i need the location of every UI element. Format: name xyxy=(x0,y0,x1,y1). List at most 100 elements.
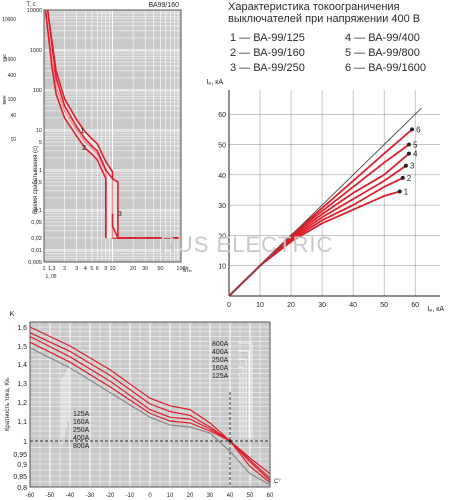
y-tick-label-left: 10 xyxy=(10,137,16,143)
x-tick-label: 3 xyxy=(75,266,78,272)
y-tick-label: 50 xyxy=(218,143,226,150)
y-tick-label: 0,9 xyxy=(17,462,27,469)
curve-upper-series-2 xyxy=(46,9,181,239)
y-unit-hours: час xyxy=(2,54,8,62)
y-axis-corner: T, c xyxy=(26,2,35,8)
legend-bottom-label: 250A xyxy=(73,427,90,434)
x-tick-label: 0 xyxy=(227,302,231,309)
x-tick-label: 0 xyxy=(148,493,152,499)
y-tick-label: 0,85 xyxy=(13,474,27,481)
y-tick-label: 1000 xyxy=(30,48,42,54)
x-tick-label: 60 xyxy=(267,493,274,499)
curve-label-1: 1 xyxy=(80,128,84,135)
end-marker-6 xyxy=(410,127,415,132)
curve-label-3: 3 xyxy=(410,162,415,171)
crossing-point xyxy=(228,439,232,443)
x-tick-label: 8 xyxy=(104,266,107,272)
legend-top-label: 250A xyxy=(212,357,229,364)
end-marker-4 xyxy=(406,151,411,156)
curve-label-6: 6 xyxy=(416,125,421,134)
end-marker-1 xyxy=(397,189,402,194)
y-axis-corner: K xyxy=(10,311,15,318)
y-axis-label: Время срабатывания (с) xyxy=(33,146,39,214)
y-tick-label: 0,05 xyxy=(31,220,42,226)
y-tick-label: 10 xyxy=(218,264,226,271)
x-tick-label: 5 xyxy=(90,266,93,272)
y-tick-label-left: 40 xyxy=(10,113,16,119)
y-tick-label: 0,01 xyxy=(31,248,42,254)
curve-label-5: 5 xyxy=(413,141,418,150)
y-tick-label: 1,3 xyxy=(17,381,27,388)
x-tick-label: 10 xyxy=(167,493,174,499)
x-tick-label: 50 xyxy=(157,266,163,272)
curve-label-2: 2 xyxy=(407,174,412,183)
y-tick-label: 1,4 xyxy=(17,362,27,369)
y-tick-label: 0,8 xyxy=(17,485,27,492)
curve-label-1: 1 xyxy=(404,187,409,196)
curve-series-400A xyxy=(29,341,271,484)
y-tick-label: 30 xyxy=(218,203,226,210)
x-tick-label: 2 xyxy=(63,266,66,272)
curve-label-3: 3 xyxy=(118,211,122,218)
x-tick-label: 40 xyxy=(227,493,234,499)
y-tick-label-left: 10000 xyxy=(2,17,16,23)
x-tick-label: 100 xyxy=(176,266,185,272)
y-tick-label: 0,02 xyxy=(31,236,42,242)
y-tick-label: 100 xyxy=(33,88,42,94)
curve-lower-series-2 xyxy=(44,9,107,238)
chart-title: Характеристика токоограничения выключате… xyxy=(228,1,421,25)
x-tick-label: -50 xyxy=(46,493,55,499)
x-axis-label: C° xyxy=(274,479,281,485)
y-tick-label: 1 xyxy=(23,439,27,446)
y-axis-label: Iₚ, кА xyxy=(206,79,223,86)
x-axis-label: I/Iₙ xyxy=(183,267,192,274)
y-tick-label: 40 xyxy=(218,173,226,180)
curve-series-125A xyxy=(29,326,271,475)
x-tick-label: 20 xyxy=(130,266,136,272)
x-tick-label: -60 xyxy=(26,493,35,499)
legend-item-4: 4 — ВА-99/400 xyxy=(345,32,420,44)
end-marker-2 xyxy=(400,175,405,180)
y-tick-label: 0,95 xyxy=(13,452,27,459)
x-tick-label: -10 xyxy=(126,493,135,499)
y-tick-label: 20 xyxy=(218,233,226,240)
y-tick-label-left: 1000 xyxy=(5,57,16,63)
x-tick-label: 50 xyxy=(247,493,254,499)
x-tick-label: -40 xyxy=(66,493,75,499)
watermark: RUS ELECTRIC xyxy=(160,232,334,257)
legend-bottom-label: 400A xyxy=(73,435,90,442)
x-tick-label: 20 xyxy=(287,302,295,309)
x-subtick-label: 1, 05 xyxy=(45,274,56,280)
legend-item-1: 1 — ВА-99/125 xyxy=(230,32,305,44)
y-tick-label: 1,6 xyxy=(17,325,27,332)
curve-label-4: 4 xyxy=(413,150,418,159)
curve-series-250A xyxy=(29,335,271,481)
y-tick-label: 1,2 xyxy=(17,400,27,407)
legend-bottom-label: 800A xyxy=(73,443,90,450)
y-tick-label-left: 100 xyxy=(8,97,17,103)
y-tick-label: 0,005 xyxy=(28,260,42,266)
x-tick-label: 1,3 xyxy=(48,266,56,272)
legend-top-label: 800A xyxy=(212,341,229,348)
y-tick-label: 0,5 xyxy=(34,180,42,186)
curve-label-2: 2 xyxy=(82,145,86,152)
y-tick-label: 0,1 xyxy=(34,208,42,214)
x-tick-label: 20 xyxy=(187,493,194,499)
band-series-2 xyxy=(45,10,181,238)
legend-item-3: 3 — ВА-99/250 xyxy=(230,62,305,74)
y-tick-label-left: 400 xyxy=(8,73,17,79)
curve-series-3 xyxy=(111,213,123,239)
legend-top-label: 160A xyxy=(212,365,229,372)
legend-item-5: 5 — ВА-99/800 xyxy=(345,47,420,59)
y-unit-minutes: мин xyxy=(2,95,8,104)
x-tick-label: 6 xyxy=(96,266,99,272)
legend-top-label: 400A xyxy=(212,349,229,356)
y-tick-label: 1,1 xyxy=(17,419,27,426)
legend-top-label: 125A xyxy=(212,373,229,380)
legend-item-2: 2 — ВА-99/160 xyxy=(230,47,305,59)
x-tick-label: 60 xyxy=(411,302,419,309)
y-axis-label: Кратность тока, Kkₜ xyxy=(5,377,11,431)
y-tick-label: 1 xyxy=(39,168,42,174)
end-marker-3 xyxy=(403,163,408,168)
